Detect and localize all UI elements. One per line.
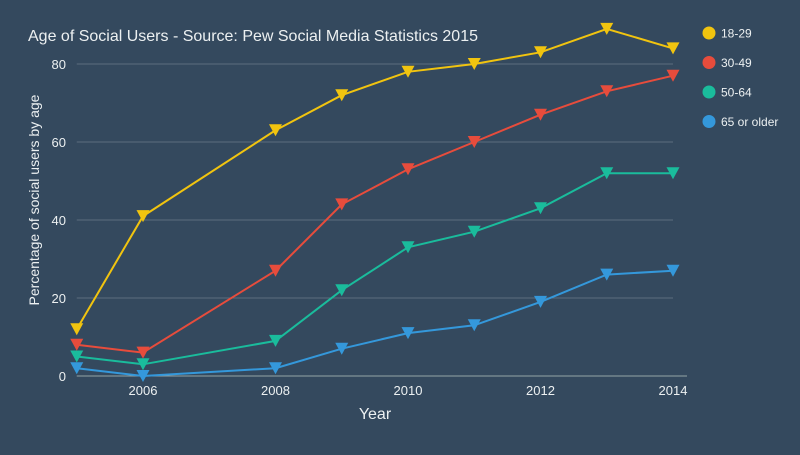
- legend-dot: [702, 115, 716, 128]
- data-point-marker: [269, 334, 282, 347]
- y-tick-label: 60: [52, 135, 66, 150]
- data-point-marker: [136, 210, 150, 223]
- data-point-marker: [666, 167, 680, 180]
- series-line-30-49: [76, 74, 674, 354]
- y-tick-label: 0: [59, 369, 66, 384]
- data-point-marker: [269, 362, 282, 375]
- data-point-marker: [467, 58, 481, 70]
- data-point-marker: [401, 241, 415, 254]
- data-point-marker: [600, 85, 614, 98]
- x-tick-label: 2010: [394, 383, 423, 398]
- x-tick-label: 2012: [526, 383, 555, 398]
- data-point-marker: [467, 225, 481, 238]
- data-point-marker: [136, 370, 150, 382]
- y-tick-label: 20: [52, 291, 66, 306]
- data-point-marker: [600, 22, 614, 35]
- data-point-marker: [335, 342, 349, 355]
- y-tick-label: 40: [52, 213, 66, 228]
- data-point-marker: [335, 198, 349, 211]
- data-point-marker: [136, 358, 150, 371]
- data-point-marker: [534, 202, 547, 215]
- data-point-marker: [70, 338, 84, 351]
- data-point-marker: [335, 89, 349, 102]
- data-point-marker: [269, 264, 282, 277]
- data-point-marker: [401, 163, 415, 176]
- legend-label[interactable]: 30-49: [721, 56, 752, 70]
- data-point-marker: [666, 42, 680, 55]
- data-point-marker: [401, 65, 415, 78]
- y-axis-label: Percentage of social users by age: [26, 94, 42, 305]
- data-point-marker: [70, 362, 84, 375]
- data-point-marker: [70, 323, 84, 336]
- x-axis-label: Year: [359, 406, 392, 423]
- data-point-marker: [269, 124, 282, 137]
- data-point-marker: [70, 350, 84, 363]
- data-point-marker: [600, 268, 614, 281]
- data-point-marker: [467, 319, 481, 332]
- data-point-marker: [467, 136, 481, 148]
- legend-label[interactable]: 18-29: [721, 27, 752, 41]
- data-point-marker: [534, 295, 547, 308]
- x-tick-label: 2014: [659, 383, 688, 398]
- legend-label[interactable]: 65 or older: [721, 115, 778, 129]
- data-point-marker: [666, 69, 680, 82]
- legend-dot: [702, 56, 716, 69]
- data-point-marker: [136, 346, 150, 359]
- data-point-marker: [335, 284, 349, 297]
- legend-label[interactable]: 50-64: [721, 86, 752, 100]
- x-tick-label: 2008: [261, 383, 290, 398]
- legend-dot: [702, 85, 716, 99]
- legend-dot: [702, 26, 716, 40]
- data-point-marker: [534, 46, 547, 59]
- y-tick-label: 80: [52, 57, 66, 72]
- x-tick-label: 2006: [129, 383, 158, 398]
- data-point-marker: [534, 108, 547, 121]
- data-point-marker: [666, 264, 680, 277]
- data-point-marker: [600, 167, 614, 180]
- chart-title: Age of Social Users - Source: Pew Social…: [28, 28, 478, 45]
- data-point-marker: [401, 327, 415, 340]
